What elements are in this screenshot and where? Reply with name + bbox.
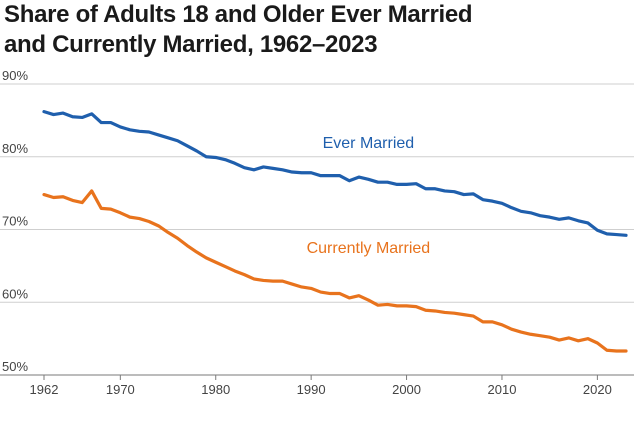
axes: 90% 80% 70% 60% 50%1962 1970 1980 1990 2000 2010 2… [0, 68, 634, 397]
x-tick-label: 1990 [297, 382, 326, 397]
x-tick-label: 1980 [201, 382, 230, 397]
x-tick-label: 2010 [488, 382, 517, 397]
chart-title-line-2: and Currently Married, 1962–2023 [4, 31, 378, 58]
x-tick-label: 1962 [30, 382, 59, 397]
gridlines [0, 83, 634, 303]
y-tick-label: 90% [2, 68, 28, 83]
chart-title-line-1: Share of Adults 18 and Older Ever Marrie… [4, 1, 473, 28]
series-lines [42, 110, 628, 353]
series-line-currently-married [42, 189, 628, 353]
series-line-ever-married [42, 110, 628, 237]
x-tick-label: 2020 [583, 382, 612, 397]
x-tick-label: 2000 [392, 382, 421, 397]
series-labels: Ever Married Currently Married [307, 135, 431, 257]
series-label-currently-married: Currently Married [307, 240, 431, 257]
y-tick-label: 60% [2, 286, 28, 301]
y-tick-label: 70% [2, 214, 28, 229]
chart-title: Share of Adults 18 and Older Ever Marrie… [4, 0, 473, 60]
y-tick-label: 50% [2, 359, 28, 374]
series-label-ever-married: Ever Married [323, 135, 415, 152]
y-tick-label: 80% [2, 141, 28, 156]
x-tick-label: 1970 [106, 382, 135, 397]
